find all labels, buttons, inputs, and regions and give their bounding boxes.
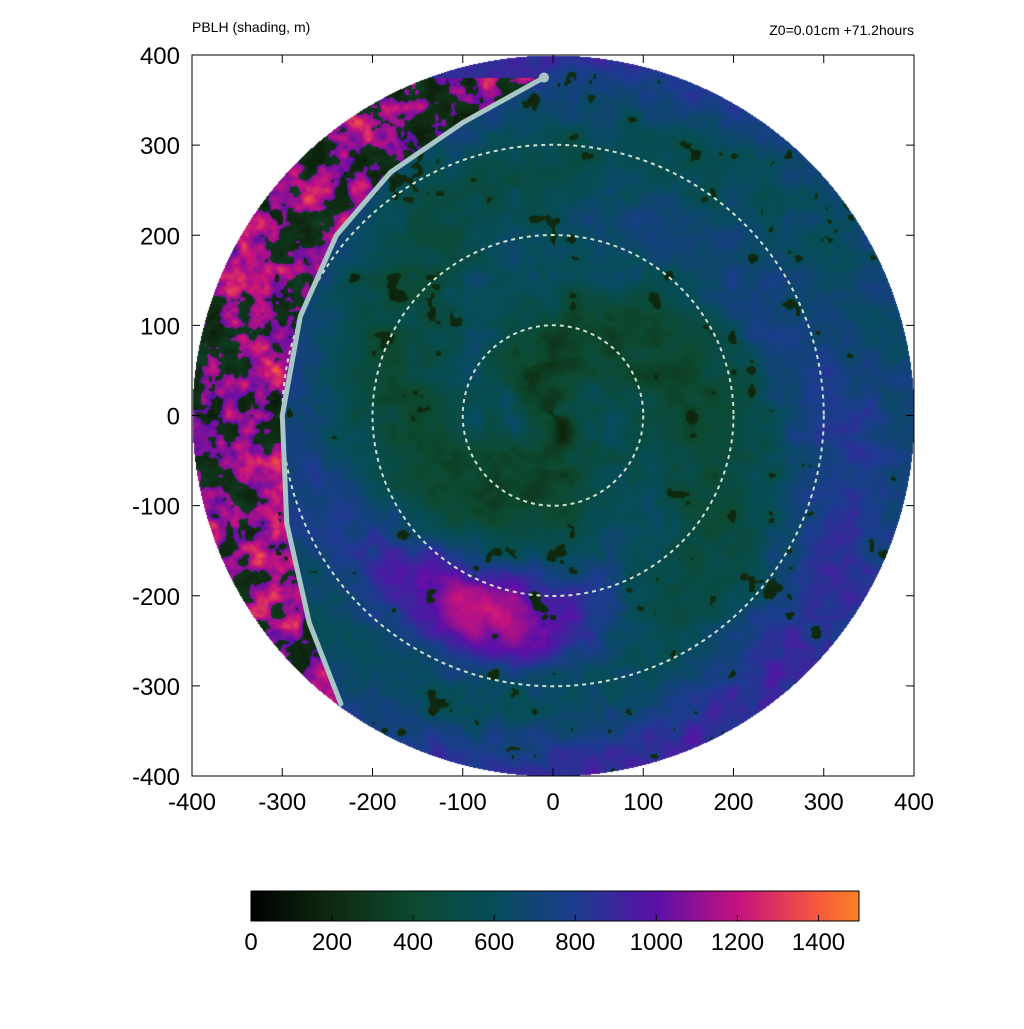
range-ring-200 (371, 234, 735, 597)
chart-title: PBLH (shading, m) (192, 19, 311, 35)
y-tick-label: 300 (140, 133, 180, 160)
colorbar-tick-label: 1200 (711, 929, 764, 956)
colorbar-tick-label: 400 (393, 929, 433, 956)
colorbar-tick-label: 800 (555, 929, 595, 956)
chart-subtitle: Z0=0.01cm +71.2hours (769, 22, 914, 38)
x-tick-label: -300 (258, 789, 306, 816)
range-ring-100 (461, 324, 645, 507)
x-tick-label: 400 (894, 789, 934, 816)
y-tick-label: -100 (132, 494, 180, 521)
y-tick-label: 100 (140, 313, 180, 340)
colorbar (250, 890, 860, 922)
x-tick-label: 200 (713, 789, 753, 816)
colorbar-tick-label: 200 (312, 929, 352, 956)
x-tick-label: -400 (168, 789, 216, 816)
x-tick-label: 100 (623, 789, 663, 816)
x-tick-label: 300 (804, 789, 844, 816)
x-tick-label: -100 (439, 789, 487, 816)
x-tick-label: -200 (348, 789, 396, 816)
x-tick-label: 0 (546, 789, 559, 816)
colorbar-tick-label: 0 (244, 929, 257, 956)
colorbar-tick-label: 1400 (792, 929, 845, 956)
y-tick-label: 0 (167, 404, 180, 431)
colorbar-tick-label: 600 (474, 929, 514, 956)
y-tick-label: -200 (132, 584, 180, 611)
y-tick-label: 400 (140, 43, 180, 70)
y-tick-label: -300 (132, 674, 180, 701)
boundary-line-endpoint (538, 72, 549, 83)
colorbar-tick-label: 1000 (630, 929, 683, 956)
boundary-line (279, 75, 547, 707)
y-tick-label: 200 (140, 223, 180, 250)
pblh-heatmap (192, 55, 914, 776)
y-tick-label: -400 (132, 764, 180, 791)
